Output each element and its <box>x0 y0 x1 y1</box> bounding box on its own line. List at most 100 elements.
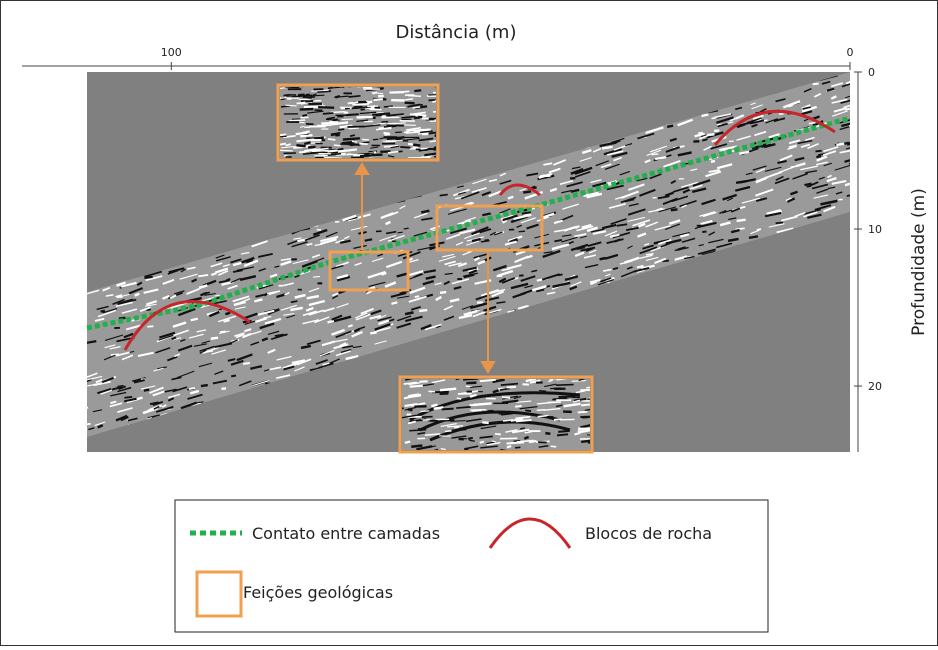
reflection <box>147 326 153 327</box>
reflection <box>551 446 557 447</box>
reflection <box>466 383 476 384</box>
legend-blocks: Blocos de rocha <box>585 524 712 543</box>
reflection <box>524 437 528 439</box>
reflection <box>346 154 350 155</box>
reflection <box>350 135 355 136</box>
reflection <box>352 104 369 105</box>
reflection <box>463 379 478 380</box>
reflection <box>420 411 429 412</box>
reflection <box>346 114 359 115</box>
reflection <box>431 405 437 406</box>
reflection <box>329 122 338 123</box>
reflection <box>289 120 305 121</box>
reflection <box>466 386 473 387</box>
reflection <box>352 141 357 142</box>
reflection <box>307 244 313 245</box>
reflection <box>816 156 821 157</box>
reflection <box>296 145 305 146</box>
reflection <box>487 395 495 396</box>
reflection <box>440 195 448 196</box>
reflection <box>304 142 310 144</box>
reflection <box>414 90 421 91</box>
reflection <box>507 442 525 443</box>
legend-features: Feições geológicas <box>243 583 393 602</box>
reflection <box>413 107 421 108</box>
reflection <box>415 296 419 297</box>
reflection <box>652 154 659 155</box>
reflection <box>373 99 383 100</box>
reflection <box>349 96 361 97</box>
reflection <box>539 391 546 392</box>
reflection <box>398 232 403 233</box>
reflection <box>381 117 399 118</box>
reflection <box>507 387 516 388</box>
reflection <box>391 302 397 303</box>
reflection <box>450 421 465 422</box>
reflection <box>318 107 334 108</box>
reflection <box>428 391 435 392</box>
reflection <box>515 406 521 407</box>
reflection <box>464 449 468 450</box>
reflection <box>243 363 250 364</box>
x-tick-label: 0 <box>847 46 854 59</box>
reflection <box>537 410 545 411</box>
reflection <box>698 133 703 134</box>
reflection <box>757 229 761 230</box>
reflection <box>211 338 218 339</box>
reflection <box>482 422 488 423</box>
reflection <box>554 419 561 420</box>
reflection <box>429 132 437 133</box>
reflection <box>456 407 470 408</box>
reflection <box>191 319 198 321</box>
reflection <box>300 135 312 136</box>
reflection <box>749 236 758 237</box>
reflection <box>735 228 744 229</box>
reflection <box>285 105 296 106</box>
reflection <box>328 88 333 89</box>
reflection <box>557 434 568 435</box>
reflection <box>813 84 819 85</box>
reflection <box>381 122 388 123</box>
reflection <box>411 445 422 446</box>
reflection <box>363 87 372 88</box>
x-tick-label: 100 <box>161 46 182 59</box>
reflection <box>144 390 149 391</box>
reflection <box>306 94 310 95</box>
reflection <box>545 433 550 434</box>
reflection <box>844 143 848 144</box>
reflection <box>395 132 402 133</box>
reflection <box>189 388 195 389</box>
y-tick-label: 20 <box>868 380 882 393</box>
reflection <box>383 133 389 134</box>
reflection <box>300 109 314 110</box>
y-tick-label: 0 <box>868 66 875 79</box>
reflection <box>600 258 606 259</box>
reflection <box>457 398 461 399</box>
x-axis-label: Distância (m) <box>396 22 517 43</box>
reflection <box>441 449 446 450</box>
reflection <box>298 94 305 95</box>
reflection <box>776 222 783 223</box>
reflection <box>225 313 230 314</box>
inset-texture <box>400 376 607 453</box>
reflection <box>671 209 678 210</box>
reflection <box>504 412 519 413</box>
reflection <box>328 139 335 140</box>
reflection <box>523 191 531 192</box>
reflection <box>311 152 325 153</box>
reflection <box>291 301 298 302</box>
reflection <box>413 115 426 116</box>
reflection <box>401 119 411 120</box>
reflection <box>508 197 513 199</box>
reflection <box>488 411 494 412</box>
reflection <box>371 106 375 107</box>
reflection <box>313 276 320 277</box>
reflection <box>558 431 569 432</box>
reflection <box>201 385 208 386</box>
legend <box>175 500 768 632</box>
reflection <box>836 144 844 145</box>
reflection <box>602 147 613 149</box>
figure: Distância (m) Profundidade (m) Contato e… <box>0 0 938 646</box>
reflection <box>578 412 588 413</box>
reflection <box>405 103 415 104</box>
